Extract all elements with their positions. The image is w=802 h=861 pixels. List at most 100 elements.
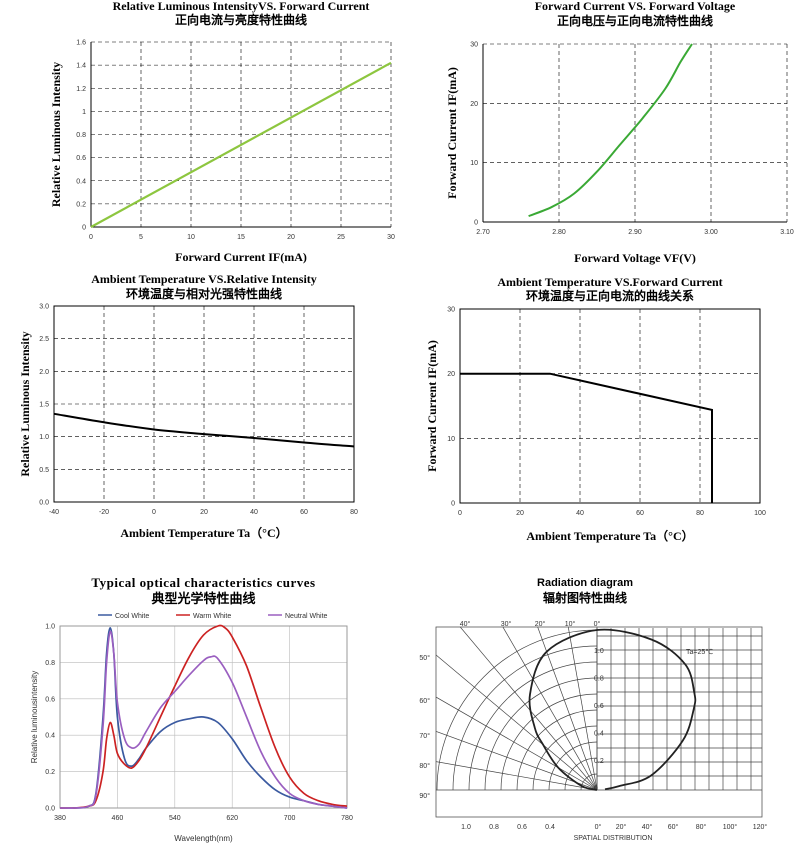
chart-subtitle: 正向电流与亮度特性曲线 [175,12,307,27]
series-line-neutral-white [59,630,348,809]
y-axis-label: Forward Current IF(mA) [445,67,459,199]
scale-label: 1.0 [461,824,471,831]
x-tick-label: 780 [341,815,353,822]
polar-arc [516,709,598,791]
y-axis-label: Forward Current IF(mA) [425,340,439,472]
y-axis-label: Relative Luminous Intensity [49,62,63,207]
y-tick-label: 2.0 [39,369,49,376]
y-tick-label: 0.8 [76,132,86,139]
x-tick-label: 25 [337,234,345,241]
x-tick-label: 2.70 [476,229,490,236]
chart-c4: Ambient Temperature VS.Forward Current环境… [425,275,766,543]
series-line-relative-luminous-intensity [90,61,392,228]
angle-label: 50° [419,654,430,662]
polar-arc [484,677,598,791]
x-tick-label: 80 [696,510,704,517]
chart-c5: Typical optical characteristics curves典型… [30,575,353,843]
plot-frame [53,305,355,503]
y-tick-label: 1.0 [45,624,55,631]
x-tick-label: 700 [284,815,296,822]
polar-arc [532,725,598,791]
x-tick-label: 80 [350,509,358,516]
x-tick-label: 20 [516,510,524,517]
y-tick-label: 1.0 [39,434,49,441]
scale-label: 0.6 [517,824,527,831]
angle-label: 70° [419,732,430,740]
polar-arc [468,661,598,791]
chart-subtitle: 环境温度与相对光强特性曲线 [126,286,282,301]
x-tick-label: 620 [226,815,238,822]
scale-label: 0.4 [545,824,555,831]
x-axis-label: Ambient Temperature Ta（°C） [120,525,287,540]
x-tick-label: 3.10 [780,229,794,236]
polar-spoke [567,627,598,791]
y-tick-label: 1.5 [39,402,49,409]
x-axis-label: SPATIAL DISTRIBUTION [574,835,653,842]
x-axis-label: Forward Voltage VF(V) [574,251,696,265]
radial-label: 0.2 [594,758,604,765]
x-tick-label: 60 [300,509,308,516]
x-axis-label: Wavelength(nm) [174,834,233,843]
x-tick-label: 5 [139,234,143,241]
x-tick-label: 40 [576,510,584,517]
legend-label: Cool White [115,613,149,620]
x-tick-label: 0 [89,234,93,241]
x-tick-label: 60 [636,510,644,517]
y-axis-label: Relative luminousintensity [30,671,39,764]
polar-spoke [436,761,598,791]
x-tick-label: 3.00 [704,229,718,236]
x-axis-label: Forward Current IF(mA) [175,250,307,264]
y-tick-label: 2.5 [39,336,49,343]
x-tick-label: 0 [152,509,156,516]
y-tick-label: 0.4 [45,733,55,740]
radial-label: 0.6 [594,703,604,710]
radial-label: 1.0 [594,648,604,655]
scale-label: 40° [642,823,653,831]
series-line-max-forward-current [460,372,713,503]
y-tick-label: 20 [470,101,478,108]
polar-frame [435,626,763,818]
x-tick-label: 2.90 [628,229,642,236]
x-tick-label: 20 [200,509,208,516]
polar-arc [500,693,598,791]
chart-title: Ambient Temperature VS.Forward Current [497,275,722,289]
scale-label: 80° [696,823,707,831]
x-tick-label: 15 [237,234,245,241]
y-tick-label: 1.6 [76,40,86,47]
angle-label: 0° [594,620,601,628]
x-tick-label: -40 [49,509,59,516]
angle-label: 60° [419,697,430,705]
radial-label: 0.4 [594,731,604,738]
chart-title: Radiation diagram [537,577,633,589]
y-tick-label: 1 [82,109,86,116]
scale-label: 0.8 [489,824,499,831]
angle-label: 80° [419,762,430,770]
x-tick-label: 40 [250,509,258,516]
plot-frame [459,308,761,504]
annotation: Ta=25℃ [686,649,713,656]
chart-c1: Relative Luminous IntensityVS. Forward C… [49,0,395,264]
y-tick-label: 3.0 [39,304,49,311]
x-tick-label: 0 [458,510,462,517]
y-tick-label: 10 [470,160,478,167]
y-tick-label: 0.0 [45,806,55,813]
x-axis-label: Ambient Temperature Ta（°C） [526,528,693,543]
chart-title: Forward Current VS. Forward Voltage [535,0,736,13]
scale-label: 100° [723,823,738,831]
chart-c3: Ambient Temperature VS.Relative Intensit… [18,272,358,540]
x-tick-label: 20 [287,234,295,241]
y-tick-label: 0.4 [76,178,86,185]
scale-label: 0° [595,823,602,831]
y-tick-label: 20 [447,371,455,378]
angle-label: 20° [535,620,546,628]
y-tick-label: 0.5 [39,467,49,474]
chart-title: Ambient Temperature VS.Relative Intensit… [91,272,317,286]
angle-label: 30° [501,620,512,628]
y-tick-label: 1.4 [76,63,86,70]
polar-spoke [436,731,598,791]
scale-label: 60° [668,823,679,831]
chart-title: Typical optical characteristics curves [91,575,315,590]
polar-spoke [436,654,598,791]
series-line-radiation-pattern [528,628,697,791]
